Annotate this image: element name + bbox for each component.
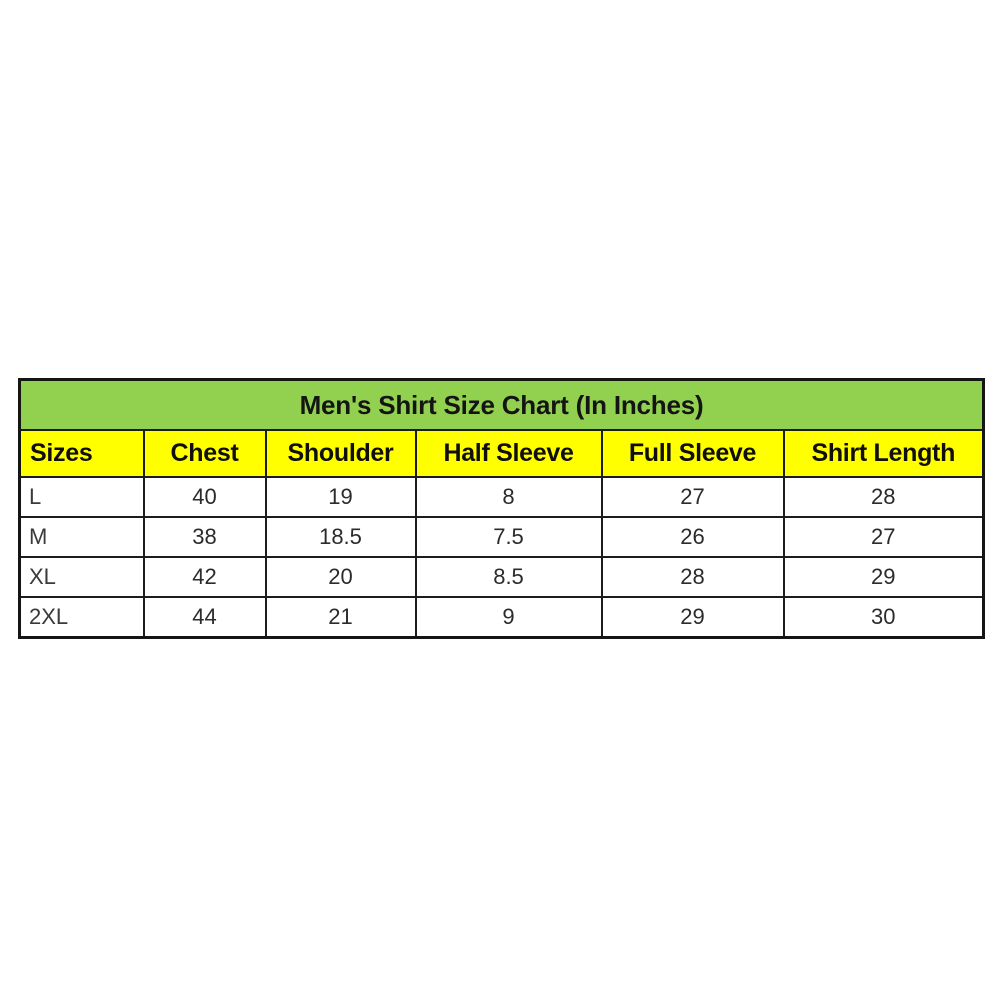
size-chart-container: Men's Shirt Size Chart (In Inches) Sizes… <box>18 378 986 639</box>
cell-half-sleeve: 7.5 <box>414 516 603 558</box>
table-header-row: Sizes Chest Shoulder Half Sleeve Full Sl… <box>18 429 985 478</box>
cell-full-sleeve: 27 <box>600 476 785 518</box>
cell-half-sleeve: 8.5 <box>414 556 603 598</box>
chart-title: Men's Shirt Size Chart (In Inches) <box>18 378 985 431</box>
table-row: M 38 18.5 7.5 26 27 <box>18 516 985 558</box>
cell-shirt-length: 30 <box>782 596 985 639</box>
cell-chest: 40 <box>142 476 267 518</box>
mens-shirt-size-chart-table: Men's Shirt Size Chart (In Inches) Sizes… <box>18 378 986 639</box>
cell-size: M <box>18 516 145 558</box>
cell-chest: 44 <box>142 596 267 639</box>
table-row: XL 42 20 8.5 28 29 <box>18 556 985 598</box>
column-header-chest: Chest <box>142 429 267 478</box>
column-header-half-sleeve: Half Sleeve <box>414 429 603 478</box>
cell-size: XL <box>18 556 145 598</box>
table-row: 2XL 44 21 9 29 30 <box>18 596 985 639</box>
column-header-shirt-length: Shirt Length <box>782 429 985 478</box>
cell-half-sleeve: 9 <box>414 596 603 639</box>
table-title-row: Men's Shirt Size Chart (In Inches) <box>18 378 985 431</box>
cell-full-sleeve: 28 <box>600 556 785 598</box>
cell-size: 2XL <box>18 596 145 639</box>
cell-shoulder: 19 <box>264 476 417 518</box>
table-row: L 40 19 8 27 28 <box>18 476 985 518</box>
cell-half-sleeve: 8 <box>414 476 603 518</box>
cell-shoulder: 20 <box>264 556 417 598</box>
cell-size: L <box>18 476 145 518</box>
cell-shirt-length: 27 <box>782 516 985 558</box>
cell-full-sleeve: 29 <box>600 596 785 639</box>
column-header-sizes: Sizes <box>18 429 145 478</box>
cell-full-sleeve: 26 <box>600 516 785 558</box>
cell-shirt-length: 29 <box>782 556 985 598</box>
cell-chest: 42 <box>142 556 267 598</box>
cell-shoulder: 18.5 <box>264 516 417 558</box>
column-header-shoulder: Shoulder <box>264 429 417 478</box>
column-header-full-sleeve: Full Sleeve <box>600 429 785 478</box>
cell-shirt-length: 28 <box>782 476 985 518</box>
cell-shoulder: 21 <box>264 596 417 639</box>
cell-chest: 38 <box>142 516 267 558</box>
